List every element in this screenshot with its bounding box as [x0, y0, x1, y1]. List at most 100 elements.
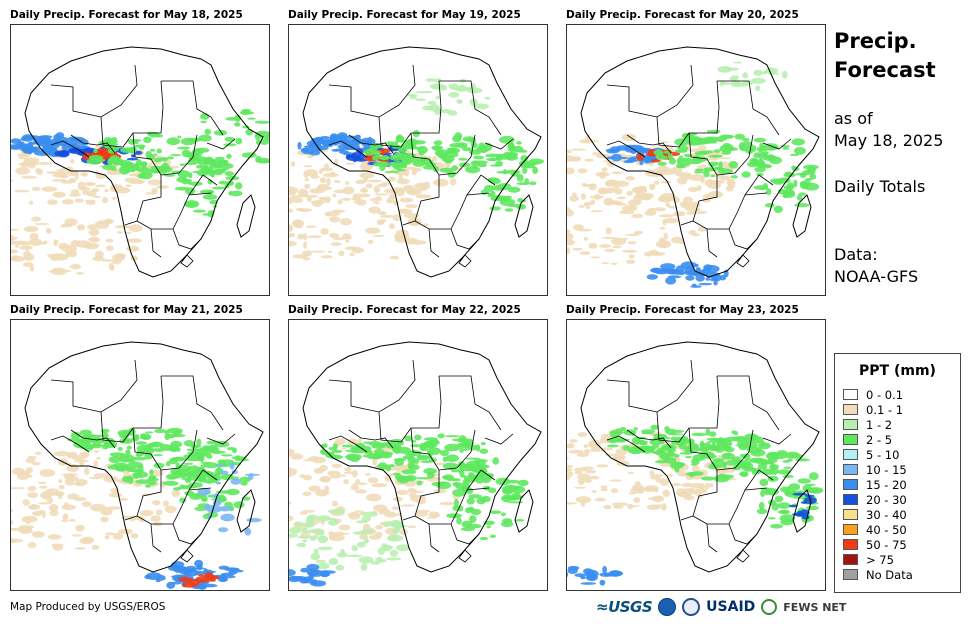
madagascar-outline — [514, 489, 534, 533]
precip-cell — [247, 117, 256, 120]
country-border — [188, 469, 218, 491]
precip-cell — [317, 546, 333, 551]
precip-cell — [678, 155, 684, 159]
precip-cell — [691, 432, 707, 437]
precip-cell — [468, 472, 475, 476]
precip-cell — [39, 485, 48, 489]
precip-cell — [103, 475, 118, 483]
precip-cell — [66, 464, 80, 472]
precip-cell — [750, 467, 757, 473]
precip-cell — [771, 453, 788, 460]
precip-cell — [414, 434, 422, 441]
precip-cell — [688, 471, 696, 478]
precip-cell — [719, 134, 734, 139]
legend-swatch — [843, 464, 858, 475]
precip-cell — [195, 164, 209, 169]
precip-cell — [601, 167, 608, 172]
precip-cell — [464, 445, 471, 448]
precip-cell — [600, 188, 615, 194]
precip-cell — [742, 72, 749, 79]
precip-cell — [415, 98, 426, 101]
madagascar-outline — [514, 194, 534, 238]
precip-cell — [439, 153, 448, 159]
precip-cell — [569, 439, 578, 443]
precip-cell — [189, 181, 203, 186]
panel-title-4: Daily Precip. Forecast for May 21, 2025 — [10, 304, 243, 316]
precip-cell — [244, 527, 252, 536]
precip-cell — [668, 269, 680, 273]
precip-cell — [70, 240, 80, 247]
country-border — [744, 469, 774, 491]
precip-cell — [479, 536, 488, 541]
precip-cell — [125, 449, 131, 455]
precip-cell — [302, 539, 308, 543]
precip-cell — [696, 185, 702, 192]
africa-coastline — [24, 341, 264, 573]
precip-cell — [297, 188, 309, 197]
precip-cell — [377, 462, 388, 470]
precip-cell — [172, 487, 182, 491]
precip-cell — [166, 137, 180, 146]
fews-globe-icon — [761, 599, 778, 615]
precip-cell — [590, 210, 603, 213]
side-title: Precip. Forecast — [834, 27, 964, 85]
precip-cell — [625, 176, 635, 181]
precip-cell — [659, 226, 666, 230]
precip-cell — [59, 167, 66, 174]
precip-cell — [119, 167, 131, 175]
precip-cell — [514, 519, 525, 522]
country-border — [736, 549, 750, 563]
precip-cell — [577, 228, 592, 232]
country-border — [466, 174, 496, 196]
precip-cell — [631, 437, 641, 445]
precip-cell — [714, 167, 726, 170]
precip-cell — [108, 492, 123, 498]
precip-cell — [289, 208, 294, 213]
precip-cell — [674, 149, 686, 152]
precip-cell — [384, 511, 397, 518]
precip-cell — [453, 499, 459, 507]
precip-cell — [572, 247, 583, 251]
precip-cell — [575, 496, 592, 504]
precip-cell — [234, 122, 241, 127]
africa-coastline — [302, 46, 542, 278]
precip-cell — [245, 128, 254, 136]
precip-cell — [622, 204, 638, 212]
precip-cell — [754, 166, 766, 173]
precip-cell — [295, 207, 305, 212]
precip-cell — [299, 474, 306, 479]
precip-cell — [93, 148, 98, 154]
precip-cell — [377, 211, 387, 216]
precip-cell — [676, 157, 682, 164]
precip-cell — [200, 120, 207, 124]
precip-cell — [387, 545, 393, 549]
precip-cell — [329, 232, 340, 239]
precip-cell — [761, 71, 768, 75]
precip-cell — [668, 195, 674, 202]
precip-cell — [465, 457, 481, 460]
precip-cell — [140, 433, 152, 441]
precip-cell — [733, 61, 743, 64]
precip-cell — [170, 456, 187, 462]
precip-cell — [769, 467, 779, 475]
precip-cell — [791, 165, 797, 170]
precip-cell — [589, 475, 600, 480]
precip-cell — [461, 147, 473, 152]
precip-cell — [315, 559, 327, 563]
precip-cell — [652, 495, 665, 503]
legend-swatch — [843, 494, 858, 505]
precip-cell — [11, 538, 24, 543]
precip-cell — [397, 162, 406, 168]
precip-cell — [166, 156, 175, 160]
precip-cell — [783, 185, 794, 190]
legend-label: 1 - 2 — [866, 417, 893, 432]
precip-cell — [290, 453, 304, 460]
precip-cell — [324, 196, 331, 204]
precip-cell — [424, 437, 438, 441]
precip-cell — [401, 469, 417, 475]
country-border — [717, 80, 780, 136]
precip-cell — [803, 164, 819, 170]
precip-cell — [332, 237, 346, 241]
precip-cell — [352, 193, 363, 200]
side-title-line1: Precip. — [834, 29, 917, 53]
